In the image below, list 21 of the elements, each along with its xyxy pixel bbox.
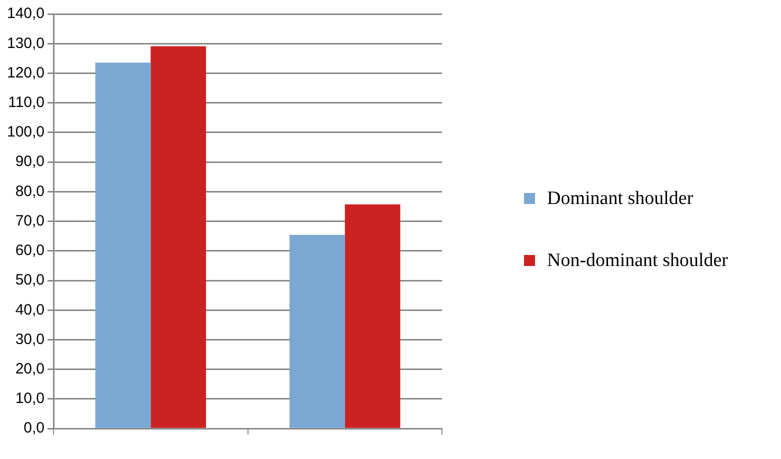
y-tick-label: 140,0 (6, 5, 45, 22)
y-tick-label: 70,0 (15, 212, 45, 230)
y-tick-label: 10,0 (15, 390, 45, 408)
bar (344, 204, 400, 428)
y-tick-label: 90,0 (15, 153, 45, 170)
y-tick-label: 50,0 (15, 272, 45, 289)
legend-label: Dominant shoulder (547, 188, 694, 210)
y-tick-label: 30,0 (15, 330, 45, 348)
y-tick-label: 60,0 (15, 242, 45, 260)
bar (290, 234, 345, 428)
bar (150, 46, 206, 428)
y-tick-label: 20,0 (15, 360, 45, 378)
legend-label: Non-dominant shoulder (547, 250, 728, 272)
y-tick-label: 120,0 (6, 64, 45, 82)
y-tick-label: 110,0 (8, 94, 45, 111)
y-tick-label: 40,0 (15, 301, 45, 318)
bar (95, 62, 151, 428)
y-tick-label: 130,0 (6, 34, 45, 52)
y-tick-label: 100,0 (6, 124, 45, 141)
y-tick-label: 0,0 (24, 420, 45, 437)
y-tick-label: 80,0 (15, 182, 45, 200)
